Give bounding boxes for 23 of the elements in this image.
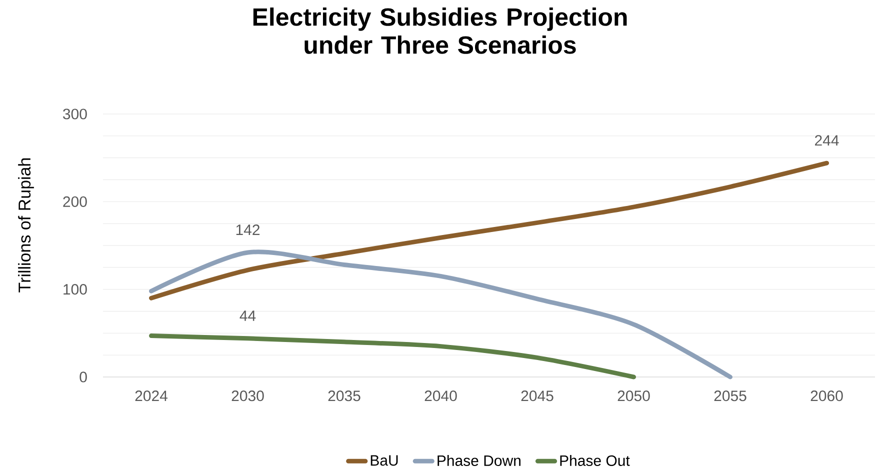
x-tick-label: 2035 [328,390,360,402]
data-label: 44 [240,310,256,321]
y-axis-title: Trillions of Rupiah [18,158,34,292]
x-tick-label: 2045 [521,390,554,402]
x-tick-label: 2030 [232,390,264,402]
line-series [149,250,733,380]
y-tick-label: 200 [63,196,87,207]
x-tick-label: 2055 [714,390,746,402]
legend-label: Phase Down [438,454,520,466]
y-tick-label: 300 [63,108,87,120]
y-tick-label: 100 [64,284,87,295]
y-tick-label: 0 [80,372,87,382]
data-label: 244 [814,135,839,146]
chart-title: Electricity Subsidies Projection under Three Scenarios [253,8,627,54]
line-series [149,160,830,300]
x-tick-label: 2024 [135,390,168,402]
data-label: 142 [236,224,260,235]
x-tick-label: 2050 [618,390,650,402]
legend-label: Phase Out [560,454,630,466]
line-series [149,334,636,380]
x-tick-label: 2060 [810,390,843,402]
x-tick-label: 2040 [424,390,457,402]
legend-label: BaU [370,455,398,466]
